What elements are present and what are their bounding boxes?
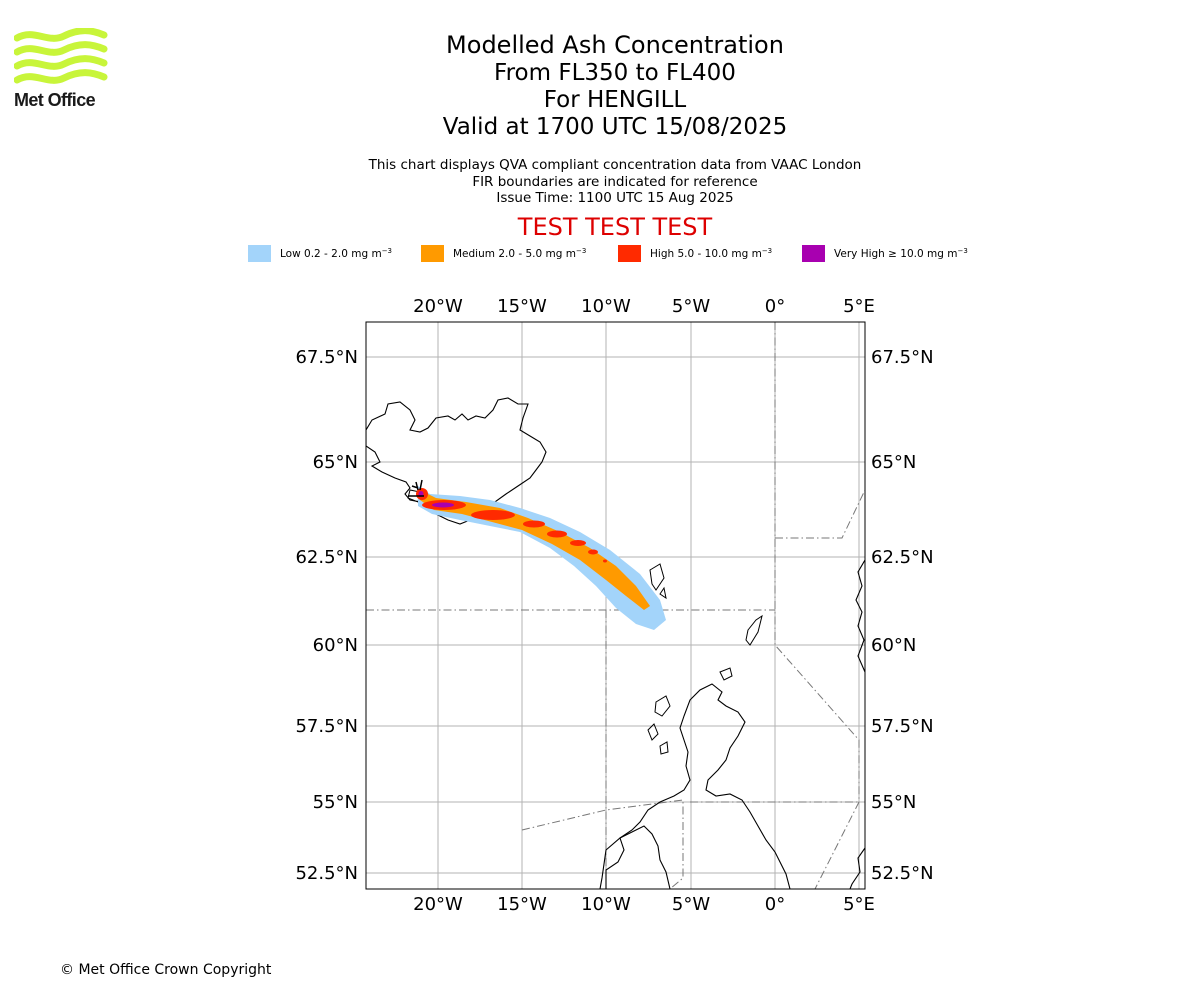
- map-frame: [365, 321, 866, 890]
- lon-label-bottom: 0°: [765, 894, 785, 915]
- ash-very-high-patch: [432, 502, 454, 508]
- title-block: Modelled Ash Concentration From FL350 to…: [0, 30, 1200, 141]
- legend-swatch-high: [618, 245, 641, 262]
- lat-label-right: 65°N: [871, 452, 916, 473]
- iceland-coastline: [366, 397, 547, 525]
- small-islands: [647, 563, 763, 755]
- legend-label-high: High 5.0 - 10.0 mg m: [650, 248, 762, 260]
- volcano-name: For HENGILL: [543, 87, 687, 113]
- lon-label-top: 5°E: [843, 296, 875, 317]
- lon-label-bottom: 15°W: [497, 894, 547, 915]
- lat-label-right: 67.5°N: [871, 347, 934, 368]
- lat-label-left: 55°N: [313, 792, 358, 813]
- fir-boundary-east: [774, 322, 860, 889]
- lat-label-left: 57.5°N: [295, 716, 358, 737]
- lon-label-bottom: 5°E: [843, 894, 875, 915]
- met-office-logo: Met Office: [13, 27, 108, 114]
- flight-level-range: From FL350 to FL400: [494, 60, 736, 86]
- great-britain-coastline: [605, 683, 791, 889]
- lat-label-left: 60°N: [313, 635, 358, 656]
- ash-plume-low: [418, 486, 666, 630]
- lon-label-top: 20°W: [413, 296, 463, 317]
- legend-label-very-high: Very High ≥ 10.0 mg m: [834, 248, 958, 260]
- norway-coastline: [855, 559, 865, 673]
- legend-label-medium: Medium 2.0 - 5.0 mg m: [453, 248, 576, 260]
- lon-label-bottom: 20°W: [413, 894, 463, 915]
- ash-high-patch: [588, 549, 598, 555]
- lat-label-right: 60°N: [871, 635, 916, 656]
- lat-label-left: 62.5°N: [295, 547, 358, 568]
- test-banner: TEST TEST TEST: [517, 213, 713, 241]
- continent-coastline: [849, 847, 865, 889]
- lon-label-bottom: 5°W: [672, 894, 710, 915]
- lat-label-left: 65°N: [313, 452, 358, 473]
- ireland-coastline: [599, 825, 671, 889]
- ash-high-patch: [523, 520, 545, 528]
- lon-label-top: 5°W: [672, 296, 710, 317]
- ash-high-patch: [547, 530, 567, 538]
- legend-unit-exponent: −3: [957, 247, 968, 255]
- legend-unit-exponent: −3: [381, 247, 393, 255]
- fir-boundaries: [366, 322, 865, 889]
- legend-swatch-low: [248, 245, 271, 262]
- copyright: © Met Office Crown Copyright: [60, 962, 272, 978]
- lat-label-right: 55°N: [871, 792, 916, 813]
- ash-high-patch: [570, 540, 586, 546]
- subtitle-block: This chart displays QVA compliant concen…: [0, 157, 1200, 207]
- legend-swatch-medium: [421, 245, 444, 262]
- met-office-waves-icon: [13, 27, 108, 84]
- lat-label-left: 52.5°N: [295, 863, 358, 884]
- qva-note: This chart displays QVA compliant concen…: [368, 157, 862, 173]
- legend-label-low: Low 0.2 - 2.0 mg m: [280, 248, 382, 260]
- lon-label-top: 0°: [765, 296, 785, 317]
- chart-title: Modelled Ash Concentration: [446, 31, 784, 59]
- fir-boundary-norway: [775, 489, 865, 539]
- lat-label-right: 57.5°N: [871, 716, 934, 737]
- valid-time: Valid at 1700 UTC 15/08/2025: [442, 114, 788, 140]
- lat-label-right: 62.5°N: [871, 547, 934, 568]
- fir-boundary-shanwick: [521, 799, 684, 889]
- lat-label-left: 67.5°N: [295, 347, 358, 368]
- legend-swatch-very-high: [802, 245, 825, 262]
- ash-high-patch: [471, 510, 515, 520]
- lon-label-top: 15°W: [497, 296, 547, 317]
- legend-unit-exponent: −3: [761, 247, 773, 255]
- issue-time: Issue Time: 1100 UTC 15 Aug 2025: [496, 190, 734, 206]
- ash-high-patch: [603, 559, 607, 563]
- lat-label-right: 52.5°N: [871, 863, 934, 884]
- lon-label-bottom: 10°W: [581, 894, 631, 915]
- volcano-marker-icon: [408, 479, 424, 497]
- fir-note: FIR boundaries are indicated for referen…: [472, 173, 758, 190]
- legend-unit-exponent: −3: [575, 247, 587, 255]
- lon-label-top: 10°W: [581, 296, 631, 317]
- logo-text: Met Office: [14, 90, 96, 110]
